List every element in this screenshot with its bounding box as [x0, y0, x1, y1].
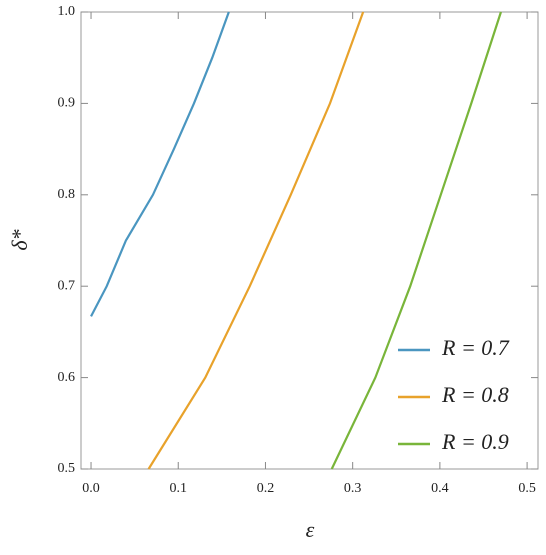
x-tick-label: 0.3	[344, 481, 362, 496]
x-tick-label: 0.1	[169, 481, 187, 496]
y-axis-label: δ*	[7, 229, 32, 250]
legend-label: R = 0.7	[441, 335, 510, 360]
plot-frame	[80, 11, 539, 470]
x-tick-label: 0.2	[257, 481, 275, 496]
y-tick-label: 0.7	[58, 278, 76, 293]
y-tick-label: 0.9	[58, 96, 76, 111]
x-tick-label: 0.5	[518, 481, 536, 496]
line	[90, 11, 230, 317]
legend-label: R = 0.8	[441, 382, 509, 407]
line	[147, 11, 365, 470]
x-tick-label: 0.0	[82, 481, 100, 496]
legend-label: R = 0.9	[441, 429, 509, 454]
x-axis-label: ε	[306, 517, 315, 542]
y-tick-label: 1.0	[58, 4, 76, 19]
y-tick-label: 0.8	[58, 187, 76, 202]
x-tick-label: 0.4	[431, 481, 449, 496]
y-tick-label: 0.5	[58, 461, 76, 476]
line	[330, 11, 502, 470]
y-tick-label: 0.6	[58, 370, 76, 385]
